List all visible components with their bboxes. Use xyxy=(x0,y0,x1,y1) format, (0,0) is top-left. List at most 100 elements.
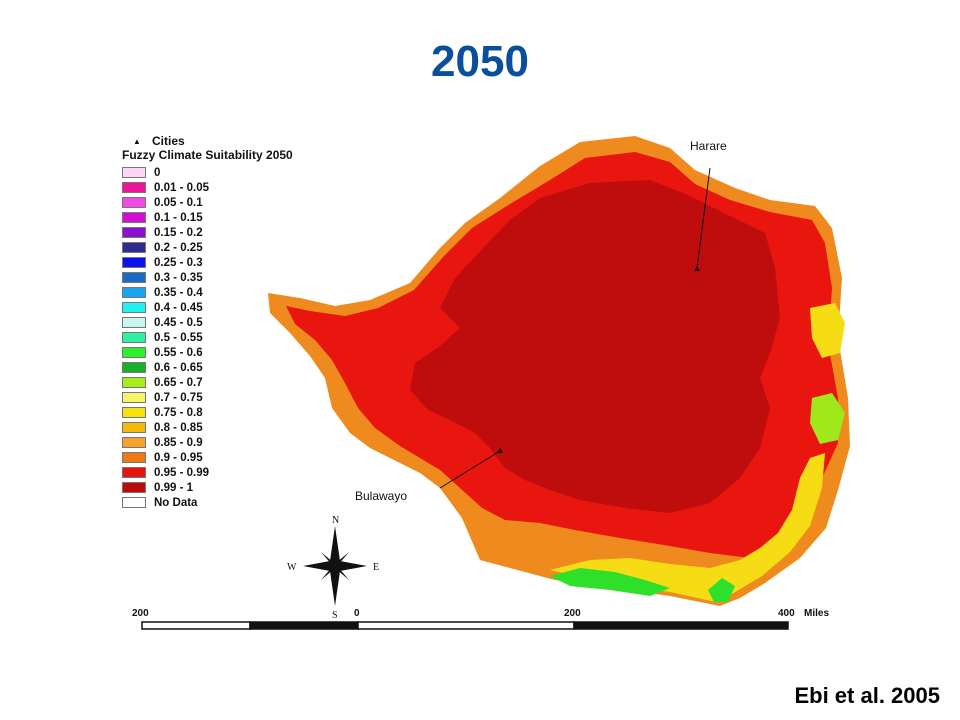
legend-cities-entry: ▲ Cities xyxy=(122,134,352,148)
compass-n-label: N xyxy=(332,515,339,526)
legend-swatch xyxy=(122,452,146,463)
legend-class-row: 0.1 - 0.15 xyxy=(122,210,352,225)
legend-class-label: 0.4 - 0.45 xyxy=(154,301,203,314)
legend-class-row: 0.8 - 0.85 xyxy=(122,420,352,435)
harare-leader-line xyxy=(696,167,711,269)
map-south-green-2 xyxy=(708,578,735,602)
legend-swatch xyxy=(122,392,146,403)
legend-class-row: 0 xyxy=(122,165,352,180)
compass-needle-se xyxy=(335,566,349,580)
legend-class-row: 0.5 - 0.55 xyxy=(122,330,352,345)
legend-swatch xyxy=(122,167,146,178)
legend-class-label: 0.5 - 0.55 xyxy=(154,331,203,344)
legend-class-row: 0.75 - 0.8 xyxy=(122,405,352,420)
legend-class-label: No Data xyxy=(154,496,198,509)
compass-needle-n xyxy=(330,526,340,566)
legend-class-row: 0.85 - 0.9 xyxy=(122,435,352,450)
city-bulawayo[interactable]: Bulawayo xyxy=(355,448,503,503)
legend-class-label: 0.15 - 0.2 xyxy=(154,226,203,239)
legend-class-row: 0.45 - 0.5 xyxy=(122,315,352,330)
legend-class-label: 0.01 - 0.05 xyxy=(154,181,209,194)
legend-swatch xyxy=(122,197,146,208)
compass-w-label: W xyxy=(287,562,297,573)
compass-needle-nw xyxy=(321,552,335,566)
scale-label-200-left: 200 xyxy=(132,608,149,619)
legend-class-label: 0.2 - 0.25 xyxy=(154,241,203,254)
legend-swatch xyxy=(122,257,146,268)
legend-class-label: 0.99 - 1 xyxy=(154,481,193,494)
bulawayo-city-marker xyxy=(497,448,503,453)
legend-swatch xyxy=(122,482,146,493)
city-triangle-icon: ▲ xyxy=(133,136,141,146)
scale-segment-1 xyxy=(141,621,251,630)
legend-swatch xyxy=(122,302,146,313)
legend-class-row: 0.2 - 0.25 xyxy=(122,240,352,255)
legend-swatch xyxy=(122,497,146,508)
scale-segment-3 xyxy=(357,621,575,630)
harare-city-marker xyxy=(694,266,700,271)
map-south-yellow xyxy=(550,453,825,602)
legend-class-label: 0.35 - 0.4 xyxy=(154,286,203,299)
legend-class-label: 0.05 - 0.1 xyxy=(154,196,203,209)
legend-class-label: 0.95 - 0.99 xyxy=(154,466,209,479)
legend-class-row: 0.01 - 0.05 xyxy=(122,180,352,195)
legend-class-label: 0.45 - 0.5 xyxy=(154,316,203,329)
legend-swatch xyxy=(122,317,146,328)
compass-needle-ne xyxy=(335,552,349,566)
slide-title: 2050 xyxy=(431,37,529,86)
legend-cities-label: Cities xyxy=(152,134,185,148)
legend-swatch xyxy=(122,227,146,238)
compass-rose: N S E W xyxy=(287,515,379,621)
map-east-patch-1 xyxy=(810,303,845,358)
legend-swatch xyxy=(122,362,146,373)
map-south-green-1 xyxy=(550,568,670,596)
compass-needle-w xyxy=(303,561,335,571)
harare-label: Harare xyxy=(690,139,727,153)
legend-class-label: 0.9 - 0.95 xyxy=(154,451,203,464)
legend-swatch xyxy=(122,467,146,478)
scale-label-400: 400 xyxy=(778,608,795,619)
legend-class-label: 0.8 - 0.85 xyxy=(154,421,203,434)
bulawayo-label: Bulawayo xyxy=(355,489,407,503)
legend-class-row: 0.15 - 0.2 xyxy=(122,225,352,240)
compass-e-label: E xyxy=(373,562,379,573)
legend-class-row: No Data xyxy=(122,495,352,510)
legend-swatch xyxy=(122,422,146,433)
legend-swatch xyxy=(122,287,146,298)
legend-swatch xyxy=(122,212,146,223)
scale-bar: 200 0 200 400 Miles xyxy=(132,608,829,630)
legend-class-row: 0.99 - 1 xyxy=(122,480,352,495)
legend-title: Fuzzy Climate Suitability 2050 xyxy=(122,148,293,162)
city-harare[interactable]: Harare xyxy=(690,139,727,271)
legend-swatch xyxy=(122,377,146,388)
legend-swatch xyxy=(122,332,146,343)
legend-class-label: 0.7 - 0.75 xyxy=(154,391,203,404)
legend-class-label: 0.65 - 0.7 xyxy=(154,376,203,389)
legend-swatch xyxy=(122,242,146,253)
scale-label-200: 200 xyxy=(564,608,581,619)
legend-swatch xyxy=(122,182,146,193)
legend-class-label: 0.75 - 0.8 xyxy=(154,406,203,419)
map-legend: ▲ Cities Fuzzy Climate Suitability 2050 … xyxy=(122,134,352,510)
scale-segment-4 xyxy=(573,621,789,630)
legend-class-label: 0.1 - 0.15 xyxy=(154,211,203,224)
bulawayo-leader-line xyxy=(439,450,501,489)
legend-class-row: 0.9 - 0.95 xyxy=(122,450,352,465)
legend-class-label: 0.6 - 0.65 xyxy=(154,361,203,374)
compass-needle-s xyxy=(330,566,340,606)
legend-class-row: 0.65 - 0.7 xyxy=(122,375,352,390)
legend-class-row: 0.7 - 0.75 xyxy=(122,390,352,405)
legend-class-label: 0.3 - 0.35 xyxy=(154,271,203,284)
compass-needle-e xyxy=(335,561,367,571)
zimbabwe-suitability-map: Harare Bulawayo N S E W xyxy=(132,136,850,630)
legend-swatch xyxy=(122,272,146,283)
legend-classes: 0 0.01 - 0.05 0.05 - 0.1 0.1 - 0.15 0.15 - 0… xyxy=(122,165,352,510)
compass-s-label: S xyxy=(332,610,338,621)
scale-segment-2 xyxy=(249,621,359,630)
legend-class-row: 0.05 - 0.1 xyxy=(122,195,352,210)
legend-class-row: 0.4 - 0.45 xyxy=(122,300,352,315)
legend-class-row: 0.6 - 0.65 xyxy=(122,360,352,375)
legend-class-row: 0.35 - 0.4 xyxy=(122,285,352,300)
legend-class-row: 0.3 - 0.35 xyxy=(122,270,352,285)
scale-unit-label: Miles xyxy=(804,608,829,619)
